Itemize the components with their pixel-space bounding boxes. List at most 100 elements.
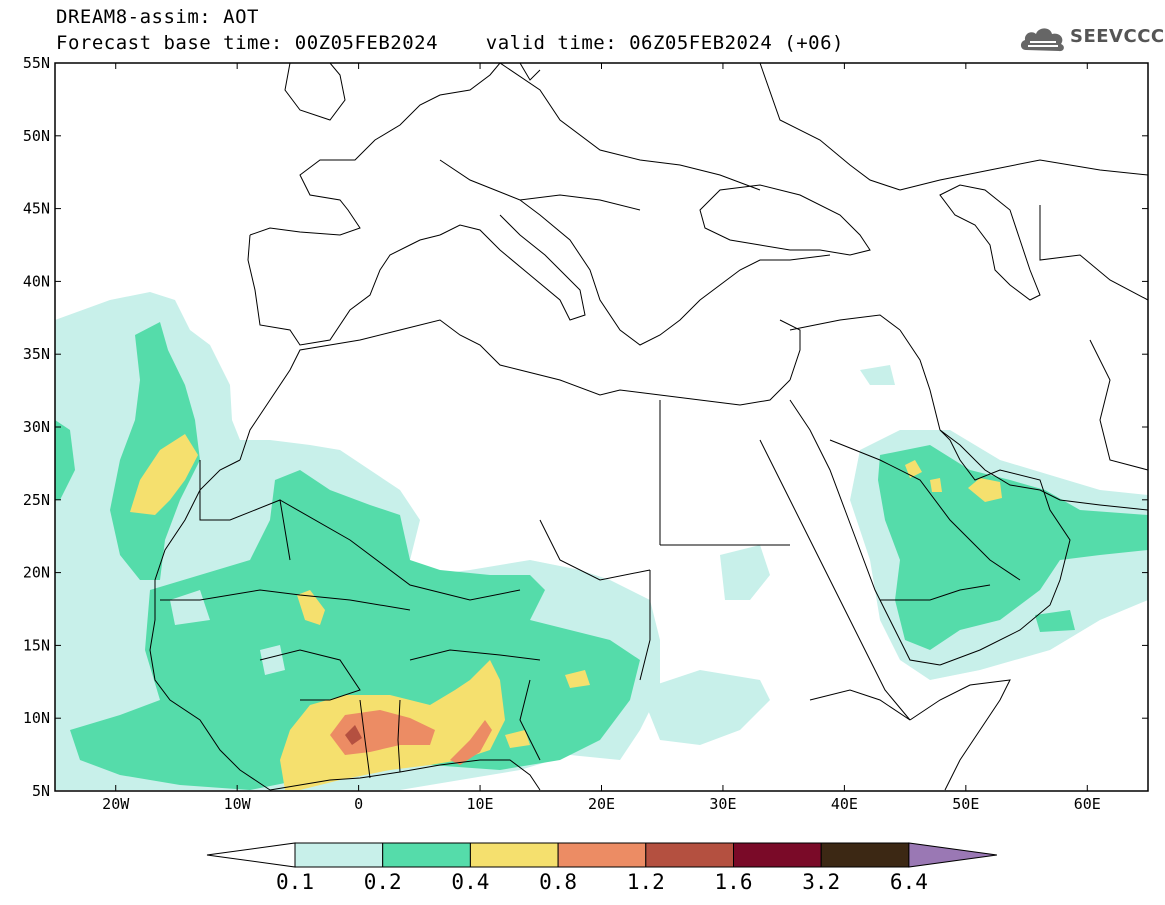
latitude-axis: 55N 50N 45N 40N 35N 30N 25N 20N 15N 10N 5N: [23, 54, 1148, 800]
lat-tick-label: 15N: [23, 636, 50, 654]
colorbar-level-label: 1.2: [627, 870, 665, 894]
aot-field-levant-light: [860, 365, 895, 385]
border-niger-chad: [539, 519, 651, 581]
colorbar-box: [294, 842, 384, 868]
border-iran-iraq: [899, 329, 941, 431]
border-sahel-west: [160, 589, 411, 611]
colorbar-level-label: 6.4: [890, 870, 928, 894]
border-benin-nigeria: [397, 699, 401, 773]
aot-colorbar: 0.1 0.2 0.4 0.8 1.2 1.6 3.2 6.4: [206, 842, 997, 894]
lon-tick-label: 0: [354, 795, 363, 813]
lat-tick-label: 25N: [23, 491, 50, 509]
aot-field-redsea-light: [720, 545, 770, 600]
lat-tick-label: 55N: [23, 54, 50, 72]
border-yemen: [880, 584, 991, 601]
border-europe-2: [439, 159, 641, 211]
colorbar-box: [820, 842, 910, 868]
coast-iberia: [247, 234, 441, 346]
lat-tick-label: 35N: [23, 345, 50, 363]
longitude-axis: 20W 10W 0 10E 20E 30E 40E 50E 60E: [102, 63, 1101, 813]
coast-italy: [439, 214, 586, 321]
aot-field-sudan-light: [640, 670, 770, 745]
coast-arabia-south: [939, 429, 1071, 666]
aot-field-canaries-green: [110, 322, 200, 580]
border-kazakh: [899, 159, 1148, 191]
lon-tick-label: 50E: [952, 795, 979, 813]
coast-west-africa: [149, 459, 271, 791]
lat-tick-label: 20N: [23, 564, 50, 582]
logo-text: SEEVCCC: [1070, 26, 1165, 47]
lon-tick-label: 60E: [1074, 795, 1101, 813]
border-central-asia: [1039, 205, 1148, 301]
lon-tick-label: 30E: [709, 795, 736, 813]
cloud-logo-icon: [1020, 28, 1064, 52]
aot-field-ghana-redbrown: [345, 725, 362, 745]
border-uk-coast: [284, 63, 346, 121]
map-title: DREAM8-assim: AOT: [56, 6, 259, 28]
coast-balkans: [519, 199, 831, 346]
colorbar-over-arrow: [908, 842, 997, 868]
border-scandinavia: [519, 63, 541, 81]
colorbar-box: [382, 842, 471, 868]
coast-caspian: [939, 184, 1041, 301]
lon-tick-label: 40E: [831, 795, 858, 813]
forecast-time-subtitle: Forecast base time: 00Z05FEB2024 valid t…: [56, 32, 844, 54]
border-iran-east: [1089, 339, 1148, 471]
aot-field-chad-yellow: [565, 670, 590, 688]
border-turkey-syria: [789, 314, 901, 331]
aot-field-atlantic-green: [55, 420, 75, 500]
colorbar-under-arrow: [206, 842, 296, 868]
lat-tick-label: 40N: [23, 272, 50, 290]
lat-tick-label: 10N: [23, 709, 50, 727]
aot-field-wsahara-yellow: [130, 434, 198, 515]
colorbar-box: [733, 842, 822, 868]
coast-north-africa: [239, 319, 791, 461]
colorbar-level-label: 0.4: [451, 870, 489, 894]
colorbar-level-label: 1.6: [715, 870, 753, 894]
aot-field-saudi2-yellow: [930, 478, 942, 492]
seevccc-logo: SEEVCCC: [1018, 22, 1164, 58]
colorbar-level-label: 0.8: [539, 870, 577, 894]
border-algeria-mali: [279, 499, 521, 601]
aot-field-cameroon-yellow: [505, 730, 530, 748]
colorbar-box: [557, 842, 647, 868]
coastlines-borders: [149, 63, 1148, 791]
aot-shading: [55, 292, 1148, 790]
colorbar-box: [469, 842, 559, 868]
lon-tick-label: 10W: [224, 795, 252, 813]
lat-tick-label: 5N: [32, 782, 50, 800]
aot-field-nigeria-orange: [450, 720, 492, 765]
lat-tick-label: 50N: [23, 127, 50, 145]
coast-persian-gulf: [939, 429, 1148, 511]
colorbar-level-label: 3.2: [802, 870, 840, 894]
aot-field-gulf-yellow: [968, 478, 1002, 502]
coast-guinea: [269, 759, 541, 791]
aot-field-mali-yellow: [297, 590, 325, 625]
coast-horn: [909, 679, 1011, 791]
coast-europe-west: [249, 63, 501, 236]
coast-redsea-west: [759, 439, 911, 721]
border-ethiopia: [809, 689, 911, 721]
aot-field-gulf-green: [878, 445, 1148, 650]
colorbar-box: [645, 842, 734, 868]
border-ghana-togo: [359, 699, 371, 779]
aot-field-benin-orange: [330, 710, 435, 755]
lat-tick-label: 45N: [23, 200, 50, 218]
border-burkina: [259, 649, 361, 701]
border-mauritania: [199, 460, 291, 561]
border-nigeria-niger: [409, 649, 541, 661]
coast-redsea-east: [789, 399, 941, 666]
coast-levant: [779, 319, 801, 381]
border-europe-1: [499, 63, 761, 191]
colorbar-level-label: 0.2: [364, 870, 402, 894]
border-chad-sudan: [639, 570, 651, 681]
aot-field-saudi-yellow: [905, 460, 922, 478]
colorbar-level-label: 0.1: [276, 870, 314, 894]
coast-blacksea: [699, 184, 871, 256]
aot-field-oman-green: [1035, 610, 1075, 632]
border-cameroon: [519, 679, 541, 761]
lon-tick-label: 20E: [588, 795, 615, 813]
border-saudi: [829, 439, 1021, 581]
lon-tick-label: 20W: [102, 795, 130, 813]
